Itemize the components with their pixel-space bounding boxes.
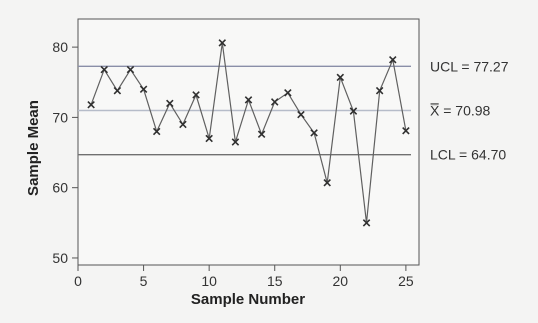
data-point <box>205 134 213 143</box>
data-point <box>139 85 148 94</box>
data-point <box>126 65 135 74</box>
marker-stroke <box>323 179 331 187</box>
x-tick-label: 5 <box>140 273 148 289</box>
data-point <box>310 129 318 137</box>
marker-stroke <box>126 65 135 74</box>
x-tick-label: 15 <box>267 273 283 289</box>
marker-stroke <box>375 86 384 95</box>
marker-stroke <box>402 126 410 135</box>
data-point <box>218 39 227 47</box>
marker-stroke <box>100 65 108 74</box>
marker-stroke <box>192 91 200 99</box>
data-point <box>362 219 371 227</box>
marker-stroke <box>310 129 318 137</box>
x-tick-label: 10 <box>201 273 217 289</box>
x-axis-title: Sample Number <box>191 291 305 308</box>
marker-stroke <box>349 107 358 115</box>
data-point <box>113 86 122 95</box>
y-tick-label: 50 <box>52 250 68 266</box>
y-tick-label: 70 <box>52 109 68 125</box>
lcl-label: LCL = 64.70 <box>430 147 506 163</box>
marker-stroke <box>231 138 240 146</box>
y-tick-label: 60 <box>52 180 68 196</box>
marker-stroke <box>205 134 213 143</box>
y-axis-ticks: 50 60 70 80 <box>52 39 78 266</box>
data-point <box>100 65 108 74</box>
data-point <box>402 126 410 135</box>
data-point <box>179 120 187 129</box>
marker-stroke <box>284 89 292 97</box>
x-tick-label: 0 <box>74 273 82 289</box>
marker-stroke <box>257 130 266 139</box>
data-point <box>270 98 279 106</box>
marker-stroke <box>218 39 227 47</box>
data-point <box>231 138 240 146</box>
data-point <box>375 86 384 95</box>
plot-area <box>77 18 420 266</box>
marker-stroke <box>152 127 161 136</box>
marker-stroke <box>139 85 148 94</box>
marker-stroke <box>297 110 305 119</box>
data-point <box>284 89 292 97</box>
data-point <box>336 73 345 82</box>
data-point <box>323 179 331 187</box>
data-point <box>166 99 174 108</box>
data-point <box>152 127 161 136</box>
ucl-label: UCL = 77.27 <box>430 58 509 74</box>
data-markers <box>87 39 410 227</box>
data-point <box>244 96 253 104</box>
marker-stroke <box>113 86 122 95</box>
y-tick-label: 80 <box>52 39 68 55</box>
marker-stroke <box>389 56 397 64</box>
marker-stroke <box>336 73 345 82</box>
center-label: X̿ = 70.98 <box>430 103 491 119</box>
marker-stroke <box>166 99 174 108</box>
data-point <box>87 100 95 109</box>
reference-lines: UCL = 77.27 X̿ = 70.98 LCL = 64.70 <box>78 58 509 163</box>
marker-stroke <box>244 96 253 104</box>
data-point <box>349 107 358 115</box>
marker-stroke <box>87 100 95 109</box>
x-axis-ticks: 0 5 10 15 20 25 <box>74 265 414 289</box>
y-axis-title: Sample Mean <box>25 100 42 196</box>
marker-stroke <box>179 120 187 129</box>
data-point <box>192 91 200 99</box>
data-point <box>257 130 266 139</box>
marker-stroke <box>362 219 371 227</box>
data-point <box>389 56 397 64</box>
data-point <box>297 110 305 119</box>
marker-stroke <box>270 98 279 106</box>
x-tick-label: 20 <box>333 273 349 289</box>
x-tick-label: 25 <box>398 273 414 289</box>
